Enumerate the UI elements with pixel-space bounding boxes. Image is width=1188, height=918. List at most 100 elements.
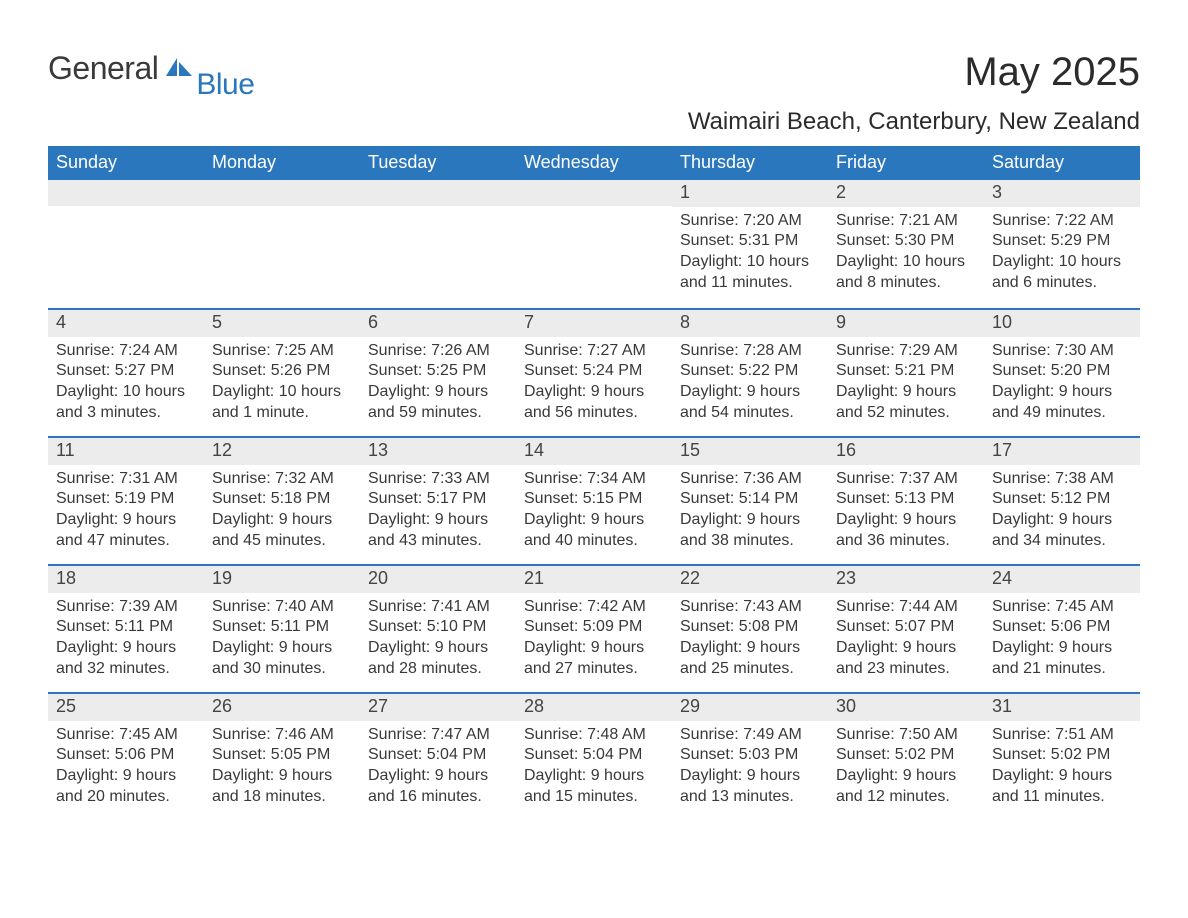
week-row: 4Sunrise: 7:24 AMSunset: 5:27 PMDaylight… [48,308,1140,436]
day-number: 3 [984,180,1140,207]
daylight-line: Daylight: 9 hours and 21 minutes. [992,638,1132,680]
day-body: Sunrise: 7:37 AMSunset: 5:13 PMDaylight:… [828,465,984,562]
brand-word1: General [48,50,158,87]
dow-cell: Sunday [48,146,204,180]
day-number: 14 [516,438,672,465]
day-number: 19 [204,566,360,593]
day-cell: 20Sunrise: 7:41 AMSunset: 5:10 PMDayligh… [360,566,516,692]
day-body: Sunrise: 7:26 AMSunset: 5:25 PMDaylight:… [360,337,516,434]
day-cell [48,180,204,308]
sunset-line: Sunset: 5:15 PM [524,489,664,510]
day-cell: 7Sunrise: 7:27 AMSunset: 5:24 PMDaylight… [516,310,672,436]
sunset-line: Sunset: 5:04 PM [524,745,664,766]
day-number: 18 [48,566,204,593]
day-cell [516,180,672,308]
day-cell: 27Sunrise: 7:47 AMSunset: 5:04 PMDayligh… [360,694,516,820]
sunrise-line: Sunrise: 7:48 AM [524,725,664,746]
daylight-line: Daylight: 9 hours and 18 minutes. [212,766,352,808]
daylight-line: Daylight: 9 hours and 54 minutes. [680,382,820,424]
day-body: Sunrise: 7:49 AMSunset: 5:03 PMDaylight:… [672,721,828,818]
sunset-line: Sunset: 5:27 PM [56,361,196,382]
day-cell: 8Sunrise: 7:28 AMSunset: 5:22 PMDaylight… [672,310,828,436]
day-body: Sunrise: 7:25 AMSunset: 5:26 PMDaylight:… [204,337,360,434]
day-cell: 26Sunrise: 7:46 AMSunset: 5:05 PMDayligh… [204,694,360,820]
sunset-line: Sunset: 5:12 PM [992,489,1132,510]
day-body: Sunrise: 7:28 AMSunset: 5:22 PMDaylight:… [672,337,828,434]
day-number: 9 [828,310,984,337]
daylight-line: Daylight: 9 hours and 15 minutes. [524,766,664,808]
day-number [204,180,360,206]
day-cell: 19Sunrise: 7:40 AMSunset: 5:11 PMDayligh… [204,566,360,692]
day-cell: 14Sunrise: 7:34 AMSunset: 5:15 PMDayligh… [516,438,672,564]
day-cell: 29Sunrise: 7:49 AMSunset: 5:03 PMDayligh… [672,694,828,820]
sunrise-line: Sunrise: 7:37 AM [836,469,976,490]
day-number: 27 [360,694,516,721]
day-body: Sunrise: 7:39 AMSunset: 5:11 PMDaylight:… [48,593,204,690]
sunset-line: Sunset: 5:03 PM [680,745,820,766]
calendar-grid: SundayMondayTuesdayWednesdayThursdayFrid… [48,146,1140,820]
daylight-line: Daylight: 9 hours and 36 minutes. [836,510,976,552]
daylight-line: Daylight: 9 hours and 32 minutes. [56,638,196,680]
sunrise-line: Sunrise: 7:50 AM [836,725,976,746]
sunset-line: Sunset: 5:07 PM [836,617,976,638]
daylight-line: Daylight: 9 hours and 47 minutes. [56,510,196,552]
day-cell: 2Sunrise: 7:21 AMSunset: 5:30 PMDaylight… [828,180,984,308]
daylight-line: Daylight: 9 hours and 52 minutes. [836,382,976,424]
dow-cell: Thursday [672,146,828,180]
day-number: 10 [984,310,1140,337]
day-body: Sunrise: 7:51 AMSunset: 5:02 PMDaylight:… [984,721,1140,818]
day-body: Sunrise: 7:45 AMSunset: 5:06 PMDaylight:… [48,721,204,818]
day-cell [360,180,516,308]
page-header: General Blue May 2025 Waimairi Beach, Ca… [48,50,1140,136]
day-number: 15 [672,438,828,465]
daylight-line: Daylight: 10 hours and 11 minutes. [680,252,820,294]
day-number: 7 [516,310,672,337]
day-body: Sunrise: 7:27 AMSunset: 5:24 PMDaylight:… [516,337,672,434]
day-cell: 18Sunrise: 7:39 AMSunset: 5:11 PMDayligh… [48,566,204,692]
weeks-container: 1Sunrise: 7:20 AMSunset: 5:31 PMDaylight… [48,180,1140,820]
daylight-line: Daylight: 9 hours and 34 minutes. [992,510,1132,552]
day-number: 22 [672,566,828,593]
sunrise-line: Sunrise: 7:43 AM [680,597,820,618]
day-body: Sunrise: 7:40 AMSunset: 5:11 PMDaylight:… [204,593,360,690]
day-cell: 25Sunrise: 7:45 AMSunset: 5:06 PMDayligh… [48,694,204,820]
day-number: 6 [360,310,516,337]
sunset-line: Sunset: 5:14 PM [680,489,820,510]
daylight-line: Daylight: 9 hours and 49 minutes. [992,382,1132,424]
sunrise-line: Sunrise: 7:26 AM [368,341,508,362]
day-number [48,180,204,206]
sunset-line: Sunset: 5:26 PM [212,361,352,382]
day-number: 11 [48,438,204,465]
location-subtitle: Waimairi Beach, Canterbury, New Zealand [688,108,1140,136]
day-number: 16 [828,438,984,465]
day-cell: 24Sunrise: 7:45 AMSunset: 5:06 PMDayligh… [984,566,1140,692]
day-cell: 23Sunrise: 7:44 AMSunset: 5:07 PMDayligh… [828,566,984,692]
day-body: Sunrise: 7:36 AMSunset: 5:14 PMDaylight:… [672,465,828,562]
sunrise-line: Sunrise: 7:49 AM [680,725,820,746]
day-cell: 9Sunrise: 7:29 AMSunset: 5:21 PMDaylight… [828,310,984,436]
sunset-line: Sunset: 5:11 PM [56,617,196,638]
brand-sail-icon [162,56,196,85]
dow-cell: Saturday [984,146,1140,180]
day-cell: 1Sunrise: 7:20 AMSunset: 5:31 PMDaylight… [672,180,828,308]
sunrise-line: Sunrise: 7:40 AM [212,597,352,618]
daylight-line: Daylight: 9 hours and 16 minutes. [368,766,508,808]
day-cell [204,180,360,308]
day-body: Sunrise: 7:21 AMSunset: 5:30 PMDaylight:… [828,207,984,304]
sunset-line: Sunset: 5:30 PM [836,231,976,252]
daylight-line: Daylight: 9 hours and 59 minutes. [368,382,508,424]
sunrise-line: Sunrise: 7:39 AM [56,597,196,618]
daylight-line: Daylight: 10 hours and 8 minutes. [836,252,976,294]
week-row: 25Sunrise: 7:45 AMSunset: 5:06 PMDayligh… [48,692,1140,820]
day-cell: 22Sunrise: 7:43 AMSunset: 5:08 PMDayligh… [672,566,828,692]
day-cell: 16Sunrise: 7:37 AMSunset: 5:13 PMDayligh… [828,438,984,564]
sunrise-line: Sunrise: 7:27 AM [524,341,664,362]
day-cell: 12Sunrise: 7:32 AMSunset: 5:18 PMDayligh… [204,438,360,564]
day-cell: 3Sunrise: 7:22 AMSunset: 5:29 PMDaylight… [984,180,1140,308]
daylight-line: Daylight: 9 hours and 13 minutes. [680,766,820,808]
day-number: 31 [984,694,1140,721]
daylight-line: Daylight: 9 hours and 27 minutes. [524,638,664,680]
sunrise-line: Sunrise: 7:30 AM [992,341,1132,362]
title-block: May 2025 Waimairi Beach, Canterbury, New… [688,50,1140,136]
sunrise-line: Sunrise: 7:31 AM [56,469,196,490]
